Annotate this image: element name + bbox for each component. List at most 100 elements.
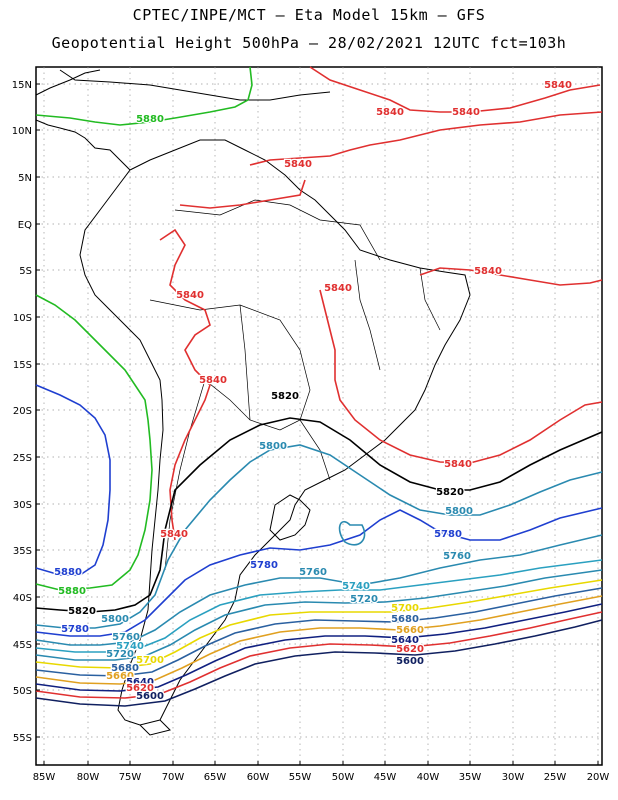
contour-label: 5780: [61, 624, 89, 635]
lat-tick-label: 25S: [13, 453, 32, 464]
lat-tick-label: 15S: [13, 360, 32, 371]
contour-label: 5600: [396, 656, 424, 667]
lon-tick-label: 70W: [162, 772, 185, 783]
contour-closed-low: [338, 520, 366, 546]
country-borders: [149, 199, 441, 571]
south-america-east-coast: [129, 139, 471, 721]
contour-label: 5740: [116, 641, 144, 652]
contour-label: 5880: [54, 567, 82, 578]
caribbean-coast: [59, 69, 331, 101]
contour-label: 5760: [443, 551, 471, 562]
contour-label: 5640: [391, 635, 419, 646]
contour-label: 5840: [544, 80, 572, 91]
lon-tick-label: 75W: [119, 772, 142, 783]
contour-label: 5740: [342, 581, 370, 592]
lat-tick-label: 45S: [13, 640, 32, 651]
contour-label: 5680: [111, 663, 139, 674]
contour-5840-west: [159, 228, 211, 541]
contour-label: 5840: [284, 159, 312, 170]
contour-label: 5880: [136, 114, 164, 125]
lon-tick-label: 20W: [587, 772, 610, 783]
latitude-labels: 15N 10N 5N EQ 5S 10S 15S 20S 25S 30S 35S 40S 45S 50S 5…: [12, 80, 40, 744]
map-frame: [35, 66, 603, 766]
contour-label: 5820: [68, 606, 96, 617]
contour-5740: [35, 559, 603, 653]
contour-label: 5760: [299, 567, 327, 578]
contour-label: 5700: [136, 655, 164, 666]
contour-label: 5840: [452, 107, 480, 118]
contour-label: 5700: [391, 603, 419, 614]
contour-label: 5780: [250, 560, 278, 571]
contour-5800: [35, 444, 603, 629]
contour-label: 5620: [396, 644, 424, 655]
contour-label: 5820: [271, 391, 299, 402]
contour-5880-north: [35, 66, 253, 126]
contour-label: 5640: [126, 677, 154, 688]
contour-5840-south: [319, 289, 603, 464]
contour-label: 5840: [376, 107, 404, 118]
contour-5880b: [35, 384, 111, 576]
lon-tick-label: 60W: [247, 772, 270, 783]
contour-label: 5720: [350, 594, 378, 605]
contour-label: 5680: [391, 614, 419, 625]
contour-5760: [35, 534, 603, 646]
graticule: [36, 67, 602, 765]
lat-tick-label: 5N: [18, 173, 32, 184]
contour-label: 5880: [58, 586, 86, 597]
contour-5840-east: [419, 267, 603, 286]
contour-label: 5840: [160, 529, 188, 540]
lat-tick-label: 5S: [19, 266, 32, 277]
contour-5840-north: [309, 66, 601, 113]
contour-5700: [35, 579, 603, 669]
lon-tick-label: 30W: [502, 772, 525, 783]
contour-label: 5660: [106, 671, 134, 682]
contour-label: 5720: [106, 649, 134, 660]
tierra-del-fuego: [139, 719, 171, 736]
lat-tick-label: 10S: [13, 313, 32, 324]
central-america-coast: [35, 69, 131, 171]
contour-label: 5760: [112, 632, 140, 643]
contour-5820: [35, 417, 603, 613]
contour-5640: [35, 603, 603, 692]
lon-tick-label: 65W: [204, 772, 227, 783]
uruguay-outline: [269, 494, 311, 541]
contour-5600: [35, 619, 603, 707]
lat-tick-label: 20S: [13, 406, 32, 417]
contour-5620: [35, 611, 603, 699]
borders: [149, 199, 441, 571]
contour-label: 5800: [101, 614, 129, 625]
lat-tick-label: 30S: [13, 500, 32, 511]
lat-tick-label: 15N: [12, 80, 32, 91]
lon-tick-label: 45W: [374, 772, 397, 783]
lat-tick-label: 35S: [13, 546, 32, 557]
lon-tick-label: 50W: [332, 772, 355, 783]
lon-tick-label: 35W: [459, 772, 482, 783]
contour-label: 5800: [445, 506, 473, 517]
contour-label: 5840: [474, 266, 502, 277]
coastlines: [35, 69, 471, 736]
contour-label: 5840: [176, 290, 204, 301]
contour-label: 5840: [324, 283, 352, 294]
contour-label: 5600: [136, 691, 164, 702]
contour-label: 5820: [436, 487, 464, 498]
lon-tick-label: 80W: [77, 772, 100, 783]
lon-tick-label: 55W: [289, 772, 312, 783]
lat-tick-label: EQ: [18, 220, 32, 231]
contour-label: 5780: [434, 529, 462, 540]
contour-label: 5840: [444, 459, 472, 470]
contour-label: 5660: [396, 625, 424, 636]
lon-tick-label: 25W: [544, 772, 567, 783]
contour-5880-south: [35, 294, 153, 591]
contour-5720: [35, 569, 603, 661]
contour-5660: [35, 595, 603, 685]
south-america-west-coast: [79, 169, 164, 726]
lon-tick-label: 40W: [417, 772, 440, 783]
contour-5840-north2: [249, 111, 603, 166]
contour-labels: 5880 5840 5840 5840 5840 5840 5840 5840 5840 5840…: [53, 79, 573, 704]
lat-tick-label: 40S: [13, 593, 32, 604]
contours: [35, 66, 603, 707]
lat-tick-label: 10N: [12, 126, 32, 137]
contour-label: 5800: [259, 441, 287, 452]
map-title: CPTEC/INPE/MCT – Eta Model 15km – GFS: [132, 6, 486, 24]
lat-tick-label: 55S: [13, 733, 32, 744]
